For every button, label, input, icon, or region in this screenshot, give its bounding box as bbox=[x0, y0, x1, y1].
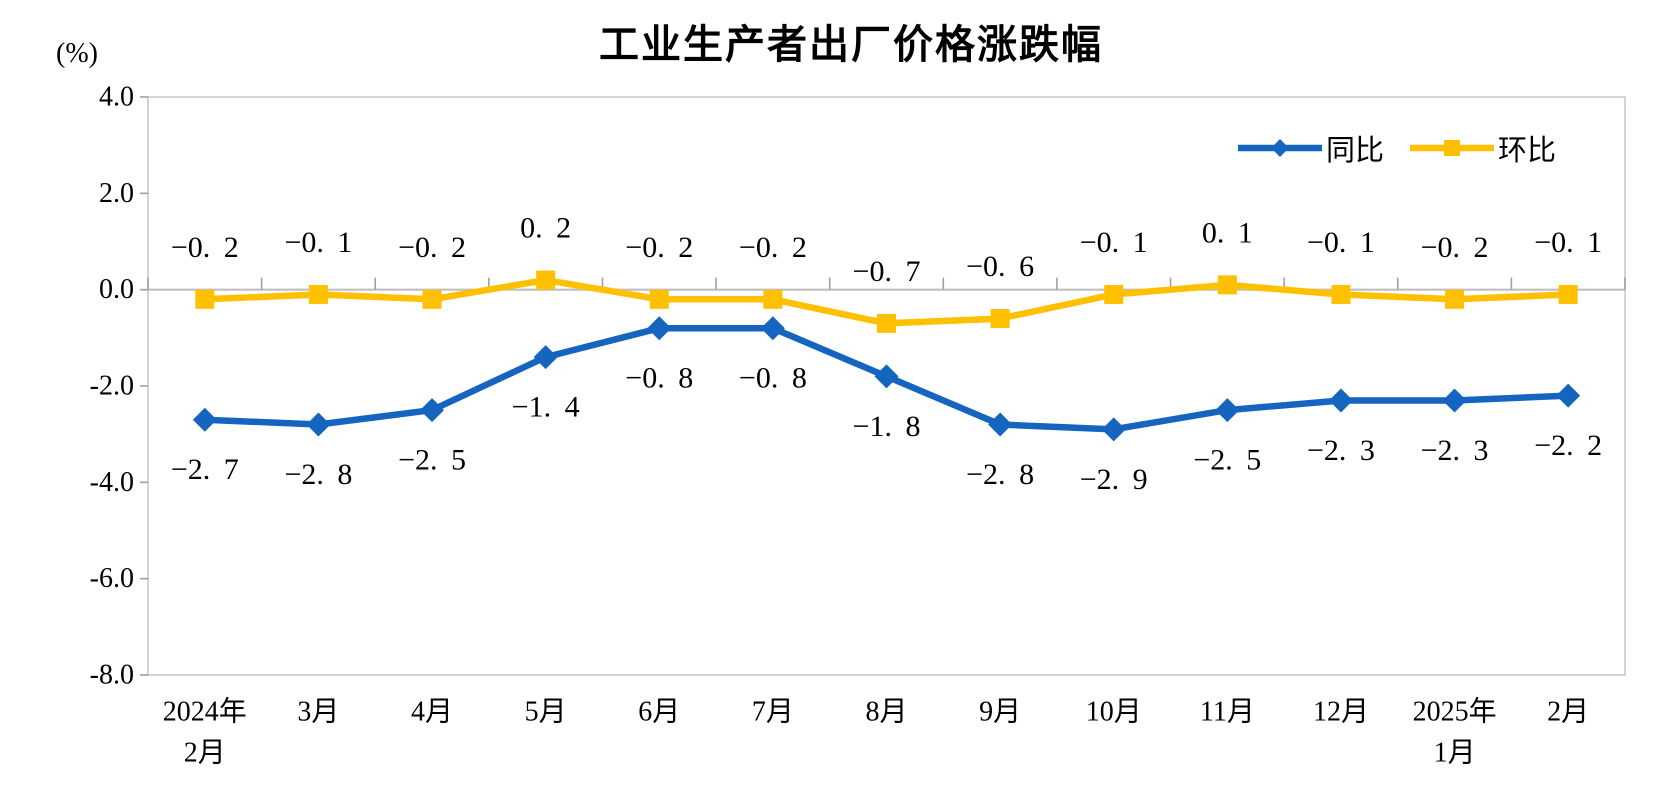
mom-line-swatch-icon bbox=[1410, 140, 1495, 156]
series-mom-data-label: −0. 7 bbox=[853, 255, 921, 288]
y-axis-tick-label: 2.0 bbox=[99, 178, 134, 209]
series-yoy-marker bbox=[420, 398, 445, 423]
x-axis-label: 10月 bbox=[1086, 697, 1142, 728]
y-axis-unit-label: (%) bbox=[56, 38, 98, 69]
x-axis-label: 6月 bbox=[638, 697, 680, 728]
series-mom-marker bbox=[990, 309, 1010, 329]
series-yoy-data-label: −2. 8 bbox=[284, 458, 352, 491]
x-axis-label: 4月 bbox=[411, 697, 453, 728]
legend-label: 同比 bbox=[1326, 135, 1385, 167]
series-yoy-data-label: −2. 8 bbox=[966, 458, 1034, 491]
series-yoy-data-label: −1. 4 bbox=[512, 391, 580, 424]
series-yoy-data-label: −2. 7 bbox=[171, 453, 239, 486]
series-mom-data-label: −0. 2 bbox=[625, 231, 693, 264]
y-axis-tick-label: -6.0 bbox=[90, 563, 134, 594]
series-yoy-data-label: −0. 8 bbox=[625, 362, 693, 395]
series-mom-marker bbox=[422, 289, 442, 309]
series-mom-data-label: −0. 1 bbox=[1080, 226, 1148, 259]
series-mom-marker bbox=[1331, 284, 1351, 304]
series-mom-data-label: 0. 1 bbox=[1202, 216, 1253, 249]
series-mom-data-label: −0. 6 bbox=[966, 250, 1034, 283]
legend-item-yoy: 同比 bbox=[1238, 127, 1384, 169]
series-mom-data-label: −0. 1 bbox=[1534, 226, 1602, 259]
y-axis-tick-label: 4.0 bbox=[99, 82, 134, 113]
x-axis-label: 2月 bbox=[1547, 697, 1589, 728]
series-mom-data-label: −0. 2 bbox=[398, 231, 466, 264]
series-yoy-data-label: −2. 3 bbox=[1421, 434, 1489, 467]
series-mom-marker bbox=[195, 289, 215, 309]
y-axis-tick-label: 0.0 bbox=[99, 274, 134, 305]
x-axis-label: 9月 bbox=[979, 697, 1021, 728]
x-axis-label: 2025年 bbox=[1413, 696, 1497, 728]
legend: 同比 环比 bbox=[1238, 127, 1556, 169]
series-mom-marker bbox=[536, 270, 556, 290]
y-axis-tick-label: -4.0 bbox=[90, 467, 134, 498]
series-mom-marker bbox=[763, 289, 783, 309]
series-yoy-marker bbox=[988, 412, 1013, 437]
series-mom-data-label: −0. 1 bbox=[1307, 226, 1375, 259]
series-mom-data-label: 0. 2 bbox=[520, 212, 571, 245]
yoy-line-swatch-icon bbox=[1238, 139, 1322, 157]
x-axis-label: 12月 bbox=[1313, 697, 1369, 728]
series-yoy-marker bbox=[1556, 383, 1581, 408]
series-yoy-data-label: −2. 5 bbox=[398, 444, 466, 477]
legend-label: 环比 bbox=[1498, 135, 1557, 167]
x-axis-label: 7月 bbox=[752, 697, 794, 728]
chart-title: 工业生产者出厂价格涨跌幅 bbox=[599, 23, 1103, 67]
series-yoy-marker bbox=[1101, 417, 1126, 442]
x-axis-label: 2024年 bbox=[163, 696, 247, 728]
series-yoy-marker bbox=[533, 345, 558, 370]
series-yoy-marker bbox=[306, 412, 331, 437]
series-yoy-marker bbox=[192, 407, 217, 432]
x-axis-label: 1月 bbox=[1434, 738, 1476, 769]
series-mom-data-label: −0. 2 bbox=[1421, 231, 1489, 264]
series-yoy-data-label: −2. 2 bbox=[1534, 429, 1602, 462]
series-mom-marker bbox=[1445, 289, 1465, 309]
series-yoy-data-label: −2. 9 bbox=[1080, 463, 1148, 496]
series-yoy-data-label: −2. 3 bbox=[1307, 434, 1375, 467]
series-mom-marker bbox=[1104, 284, 1124, 304]
x-axis-label: 8月 bbox=[865, 697, 907, 728]
series-yoy-marker bbox=[1442, 388, 1467, 413]
series-mom-data-label: −0. 2 bbox=[171, 231, 239, 264]
series-mom-marker bbox=[308, 284, 328, 304]
y-axis-tick-label: -8.0 bbox=[90, 660, 134, 691]
series-yoy-data-label: −0. 8 bbox=[739, 362, 807, 395]
series-mom-data-label: −0. 2 bbox=[739, 231, 807, 264]
series-yoy-data-label: −2. 5 bbox=[1193, 444, 1261, 477]
series-mom-data-label: −0. 1 bbox=[284, 226, 352, 259]
series-yoy-marker bbox=[1215, 398, 1240, 423]
series-yoy-marker bbox=[874, 364, 899, 389]
series-mom-marker bbox=[1217, 275, 1237, 295]
series-mom-marker bbox=[1558, 284, 1578, 304]
x-axis-label: 3月 bbox=[297, 697, 339, 728]
legend-item-mom: 环比 bbox=[1410, 127, 1556, 169]
series-yoy-data-label: −1. 8 bbox=[853, 410, 921, 443]
series-yoy-marker bbox=[647, 316, 672, 341]
series-yoy-marker bbox=[1328, 388, 1353, 413]
y-axis-tick-label: -2.0 bbox=[90, 371, 134, 402]
series-mom-marker bbox=[877, 313, 896, 333]
series-yoy-marker bbox=[760, 316, 785, 341]
series-mom-marker bbox=[649, 289, 669, 309]
x-axis-label: 11月 bbox=[1200, 697, 1255, 728]
x-axis-label: 2月 bbox=[184, 738, 226, 769]
x-axis-label: 5月 bbox=[525, 697, 567, 728]
